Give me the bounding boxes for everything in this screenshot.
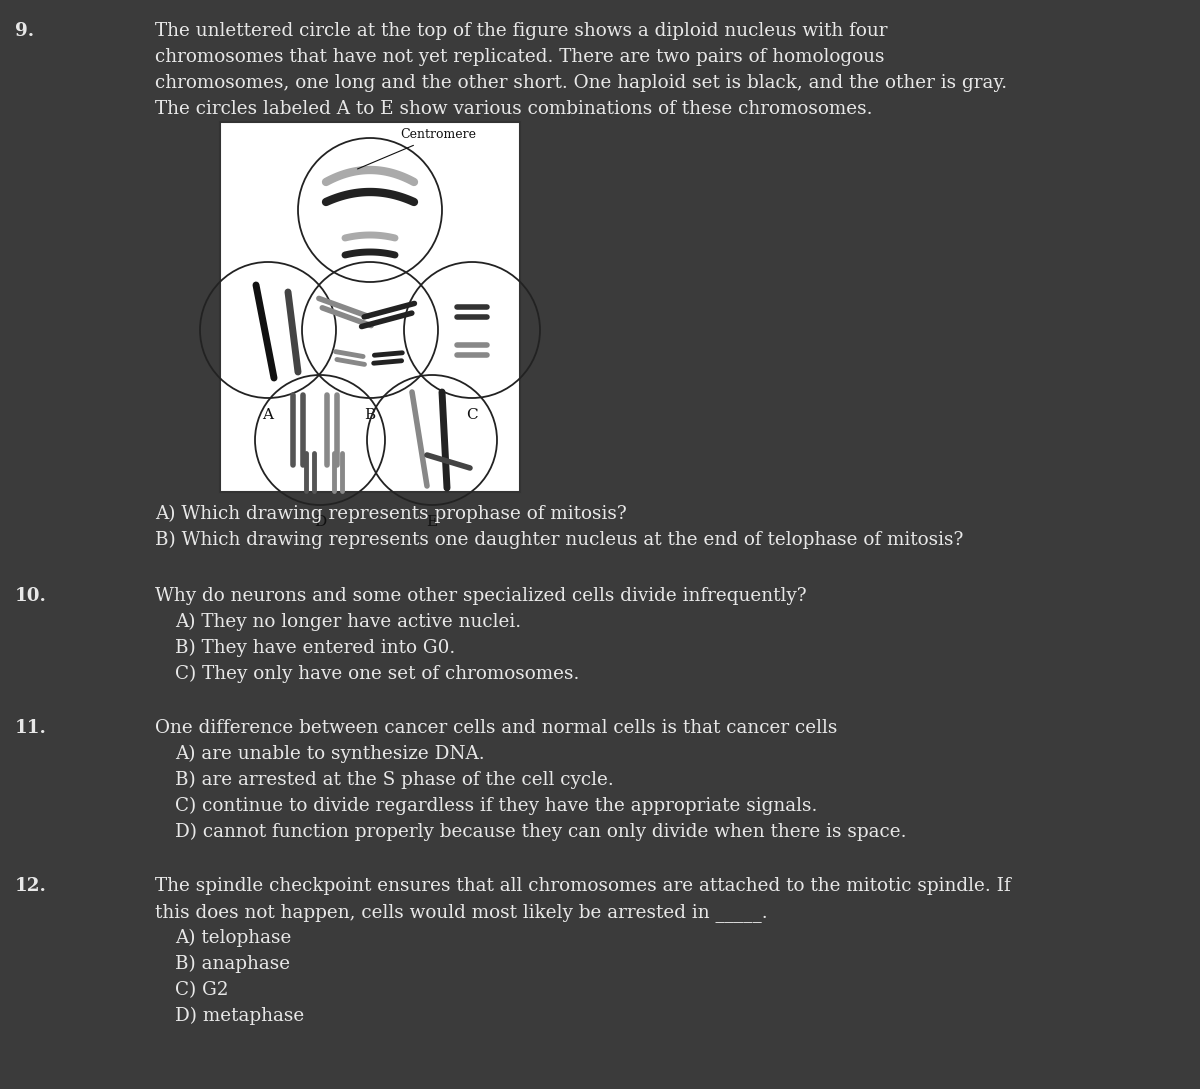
Text: B) anaphase: B) anaphase (175, 955, 290, 974)
Text: A) They no longer have active nuclei.: A) They no longer have active nuclei. (175, 613, 521, 632)
Text: D) metaphase: D) metaphase (175, 1007, 305, 1025)
Text: The unlettered circle at the top of the figure shows a diploid nucleus with four: The unlettered circle at the top of the … (155, 22, 888, 40)
Text: 9.: 9. (14, 22, 34, 40)
Text: Why do neurons and some other specialized cells divide infrequently?: Why do neurons and some other specialize… (155, 587, 806, 605)
Text: D) cannot function properly because they can only divide when there is space.: D) cannot function properly because they… (175, 823, 906, 841)
Text: Centromere: Centromere (358, 129, 476, 169)
Text: A: A (263, 408, 274, 423)
Text: The circles labeled A to E show various combinations of these chromosomes.: The circles labeled A to E show various … (155, 100, 872, 118)
Text: C) They only have one set of chromosomes.: C) They only have one set of chromosomes… (175, 665, 580, 683)
Text: C: C (466, 408, 478, 423)
Text: B: B (365, 408, 376, 423)
Text: C) continue to divide regardless if they have the appropriate signals.: C) continue to divide regardless if they… (175, 797, 817, 816)
Text: D: D (314, 515, 326, 529)
Text: 12.: 12. (14, 877, 47, 895)
Text: this does not happen, cells would most likely be arrested in _____.: this does not happen, cells would most l… (155, 903, 768, 922)
Text: 10.: 10. (14, 587, 47, 605)
Text: A) Which drawing represents prophase of mitosis?: A) Which drawing represents prophase of … (155, 505, 626, 523)
Text: E: E (426, 515, 438, 529)
Text: B) They have entered into G0.: B) They have entered into G0. (175, 639, 455, 658)
Text: One difference between cancer cells and normal cells is that cancer cells: One difference between cancer cells and … (155, 719, 838, 737)
Text: C) G2: C) G2 (175, 981, 228, 999)
Text: The spindle checkpoint ensures that all chromosomes are attached to the mitotic : The spindle checkpoint ensures that all … (155, 877, 1010, 895)
Text: B) Which drawing represents one daughter nucleus at the end of telophase of mito: B) Which drawing represents one daughter… (155, 531, 964, 549)
Text: A) are unable to synthesize DNA.: A) are unable to synthesize DNA. (175, 745, 485, 763)
Bar (220, 122, 520, 492)
Text: chromosomes, one long and the other short. One haploid set is black, and the oth: chromosomes, one long and the other shor… (155, 74, 1007, 91)
Text: A) telophase: A) telophase (175, 929, 292, 947)
Text: 11.: 11. (14, 719, 47, 737)
Text: chromosomes that have not yet replicated. There are two pairs of homologous: chromosomes that have not yet replicated… (155, 48, 884, 66)
Text: B) are arrested at the S phase of the cell cycle.: B) are arrested at the S phase of the ce… (175, 771, 613, 790)
